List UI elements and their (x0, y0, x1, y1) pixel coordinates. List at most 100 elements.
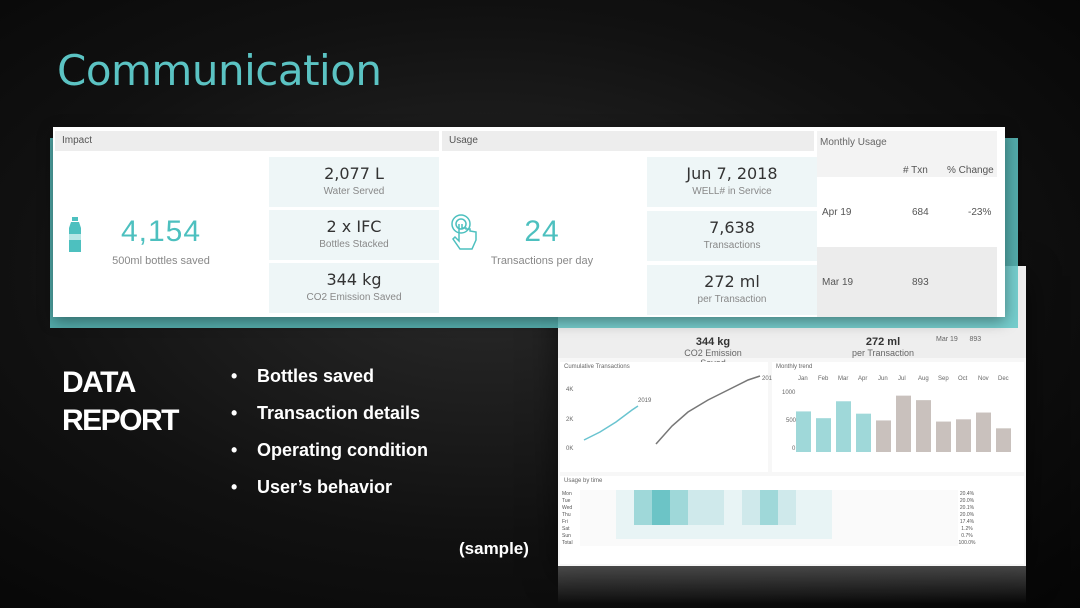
heatmap-cell (706, 525, 724, 532)
heatmap-cell (814, 518, 832, 525)
monthly-row-bg (817, 177, 997, 247)
heatmap-cell (724, 504, 742, 511)
heatmap-day-label: Total (562, 539, 573, 546)
heatmap-cell (598, 539, 616, 546)
trend-month-label: Oct (958, 376, 968, 382)
heatmap-cell (616, 497, 634, 504)
trend-bar (816, 418, 831, 452)
heatmap-cell (670, 539, 688, 546)
heatmap-cell (670, 511, 688, 518)
impact-header: Impact (55, 131, 439, 151)
heatmap-cell (796, 532, 814, 539)
secondary-per-txn-value: 272 ml (865, 336, 901, 348)
in-service-value: Jun 7, 2018 (686, 164, 778, 183)
heatmap-cell (724, 490, 742, 497)
secondary-month-txn: 893 (969, 336, 982, 343)
heatmap-day-label: Tue (562, 497, 571, 504)
transactions-value: 7,638 (709, 218, 755, 237)
heatmap-cell (580, 504, 598, 511)
heatmap-cell (634, 511, 652, 518)
secondary-per-txn-label: per Transaction (851, 348, 915, 358)
heatmap-cell (634, 497, 652, 504)
heatmap-cell (634, 504, 652, 511)
heatmap-day-label: Thu (562, 511, 571, 518)
trend-bar (996, 428, 1011, 452)
heatmap-cell (598, 490, 616, 497)
heatmap-row: Sat 1.2% (562, 525, 976, 532)
heatmap-cell (922, 490, 940, 497)
trend-bar (836, 401, 851, 452)
heatmap-cell (706, 518, 724, 525)
heatmap-cell (706, 504, 724, 511)
heatmap-total: 1.2% (961, 525, 973, 532)
heatmap-cell (778, 490, 796, 497)
heatmap-cell (868, 511, 886, 518)
heatmap-cell (652, 525, 670, 532)
secondary-dashboard-reflection (558, 566, 1026, 604)
heatmap-cell (868, 490, 886, 497)
month-label: Mar 19 (822, 277, 854, 288)
heatmap-cell (742, 511, 760, 518)
heatmap-cell (868, 525, 886, 532)
co2-saved-card: 344 kg CO2 Emission Saved (269, 263, 439, 313)
heatmap-cell (850, 539, 868, 546)
heatmap-cell (598, 525, 616, 532)
heatmap-cell (778, 532, 796, 539)
bottles-saved-value: 4,154 (120, 215, 202, 248)
heatmap-cell (778, 525, 796, 532)
heatmap-cell (706, 497, 724, 504)
month-txn: 684 (912, 207, 929, 218)
heatmap-total: 0.7% (961, 532, 973, 539)
heatmap-cell (796, 525, 814, 532)
heatmap-cell (778, 497, 796, 504)
heatmap-row: Thu 20.0% (562, 511, 976, 518)
trend-month-label: Sep (938, 376, 949, 382)
trend-month-label: Jul (898, 376, 906, 382)
heatmap-day-label: Fri (562, 518, 568, 525)
sample-note: (sample) (459, 539, 529, 558)
trend-month-label: Jun (878, 376, 888, 382)
heatmap-cell (904, 497, 922, 504)
heatmap-cell (670, 497, 688, 504)
heatmap-cell (688, 511, 706, 518)
feature-bullet-list: • Bottles saved • Transaction details • Ope… (231, 364, 428, 512)
line-2018 (655, 375, 761, 445)
bullet-item: • Operating condition (231, 440, 428, 460)
heatmap-cell (724, 532, 742, 539)
heatmap-cell (580, 539, 598, 546)
heatmap-cell (634, 525, 652, 532)
label-2018: 2018 (762, 376, 776, 382)
heatmap-total: 100.0% (958, 539, 976, 546)
heatmap-cell (814, 504, 832, 511)
bottles-stacked-label: Bottles Stacked (319, 239, 389, 250)
heatmap-cell (922, 525, 940, 532)
heatmap-total: 17.4% (959, 518, 975, 525)
heatmap-cell (742, 539, 760, 546)
heatmap-cell (832, 511, 850, 518)
monthly-trend-title: Monthly trend (776, 364, 813, 370)
heatmap-cell (688, 532, 706, 539)
heatmap-cell (904, 518, 922, 525)
heatmap-cell (670, 490, 688, 497)
txn-column-header: # Txn (903, 165, 928, 176)
heatmap-cell (904, 511, 922, 518)
heading-line-2: REPORT (62, 404, 180, 437)
heatmap-cell (850, 525, 868, 532)
heatmap-cell (580, 490, 598, 497)
transactions-per-day-label: Transactions per day (490, 255, 594, 267)
trend-month-label: Nov (978, 376, 989, 382)
heatmap-cell (868, 532, 886, 539)
usage-header: Usage (442, 131, 814, 151)
heatmap-cell (886, 525, 904, 532)
trend-month-label: Dec (998, 376, 1009, 382)
secondary-month-label: Mar 19 (936, 336, 958, 343)
heatmap-cell (598, 518, 616, 525)
heatmap-cell (922, 532, 940, 539)
heatmap-cell (796, 497, 814, 504)
cumulative-title: Cumulative Transactions (564, 364, 630, 370)
heatmap-cell (886, 511, 904, 518)
heatmap-cell (796, 518, 814, 525)
bullet-item: • Transaction details (231, 403, 421, 423)
month-txn: 893 (912, 277, 929, 288)
monthly-trend-bars (796, 395, 1011, 452)
